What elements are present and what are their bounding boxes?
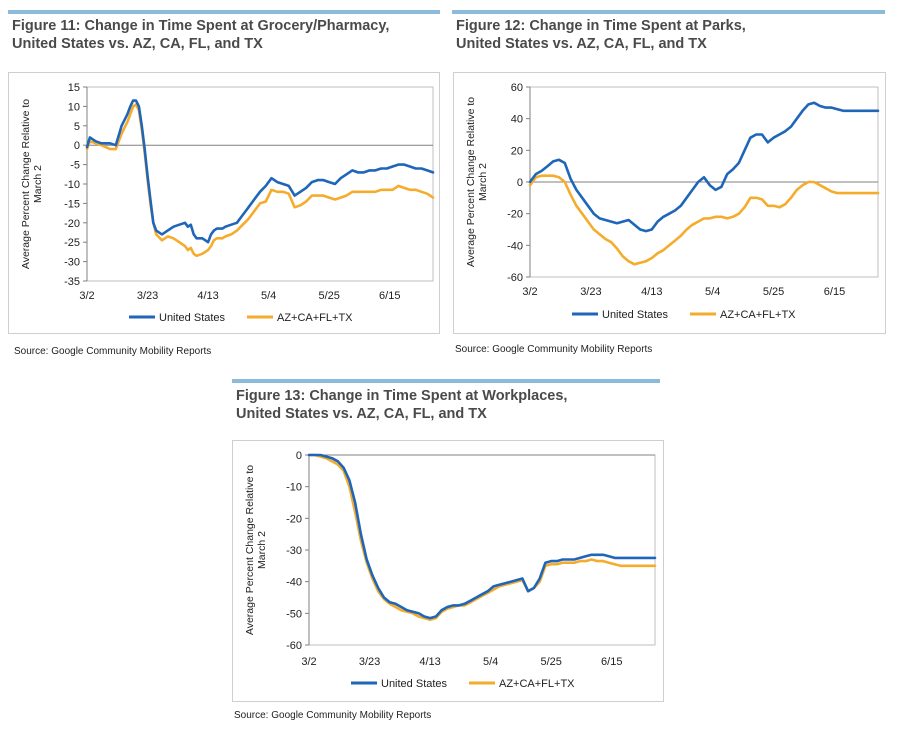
figure-12-title-line2: United States vs. AZ, CA, FL, and TX [456,36,707,52]
legend-label-az-ca-fl-tx: AZ+CA+FL+TX [499,678,575,690]
y-tick-label: -35 [64,276,80,288]
y-tick-label: -20 [64,218,80,230]
y-tick-label: -40 [286,577,302,589]
y-tick-label: -20 [286,513,302,525]
x-tick-label: 4/13 [197,290,218,302]
y-tick-label: 40 [511,114,523,126]
y-tick-label: 20 [511,145,523,157]
y-tick-label: -15 [64,198,80,210]
y-tick-label: -10 [64,179,80,191]
y-axis-title-line1: Average Percent Change Relative to [465,97,477,267]
x-tick-label: 3/23 [137,290,158,302]
series-line-az-ca-fl-tx [528,174,880,266]
y-axis-title-line2: March 2 [477,163,489,201]
y-tick-label: -20 [507,209,523,221]
figure-13-title: Figure 13: Change in Time Spent at Workp… [236,387,567,423]
y-tick-label: 10 [68,101,80,113]
plot-area [308,454,656,646]
figure-13-source: Source: Google Community Mobility Report… [234,710,432,721]
figure-12-title: Figure 12: Change in Time Spent at Parks… [456,17,746,53]
x-tick-label: 6/15 [824,286,845,298]
figure-12-title-line1: Figure 12: Change in Time Spent at Parks… [456,18,746,34]
series-line-united-states [85,99,435,244]
legend-label-united-states: United States [159,312,226,324]
y-axis-title: Average Percent Change Relative to March … [20,99,44,269]
x-tick-label: 3/23 [359,656,380,668]
figure-11-rule [8,10,440,14]
y-tick-label: -60 [507,272,523,284]
y-tick-label: -25 [64,237,80,249]
legend-label-united-states: United States [381,678,448,690]
legend-label-az-ca-fl-tx: AZ+CA+FL+TX [277,312,353,324]
x-tick-label: 3/2 [522,286,537,298]
figure-11-title: Figure 11: Change in Time Spent at Groce… [12,17,389,53]
y-tick-label: 5 [74,121,80,133]
figure-13-title-line2: United States vs. AZ, CA, FL, and TX [236,406,487,422]
x-tick-label: 3/23 [580,286,601,298]
figure-11-source: Source: Google Community Mobility Report… [14,346,212,357]
x-tick-label: 3/2 [301,656,316,668]
figure-11-chart: 15 10 5 0 -5 -10 -15 -20 -25 -30 -35 3/2 3/23 4/13 5/4… [20,82,435,324]
x-tick-label: 6/15 [379,290,400,302]
series-line-united-states [528,101,880,233]
y-axis-title-line2: March 2 [32,165,44,203]
figure-12-rule [452,10,885,14]
y-axis-title: Average Percent Change Relative to March … [244,465,268,635]
figure-13-chart: 0 -10 -20 -30 -40 -50 -60 3/2 3/23 4/13 5/4 5/25 6/1… [244,450,657,690]
y-tick-label: 15 [68,82,80,94]
figure-13-title-line1: Figure 13: Change in Time Spent at Workp… [236,388,568,404]
x-tick-label: 6/15 [601,656,622,668]
y-tick-label: -50 [286,608,302,620]
legend-label-az-ca-fl-tx: AZ+CA+FL+TX [720,309,796,321]
y-tick-label: 60 [511,82,523,94]
y-tick-label: -60 [286,640,302,652]
x-tick-label: 5/4 [261,290,276,302]
figure-12-chart: 60 40 20 0 -20 -40 -60 3/2 3/23 4/13 5/4 5/25 6/15 Av… [465,82,880,321]
figure-13-chart-box: 0 -10 -20 -30 -40 -50 -60 3/2 3/23 4/13 5/4 5/25 6/1… [232,440,664,702]
y-tick-label: -30 [286,545,302,557]
figure-11-title-line2: United States vs. AZ, CA, FL, and TX [12,36,263,52]
x-tick-label: 5/4 [705,286,720,298]
figure-11-title-line1: Figure 11: Change in Time Spent at Groce… [12,18,390,34]
y-tick-label: -40 [507,240,523,252]
x-tick-label: 4/13 [419,656,440,668]
y-tick-label: 0 [296,450,302,462]
legend-label-united-states: United States [602,309,669,321]
figure-12-source: Source: Google Community Mobility Report… [455,344,653,355]
x-tick-label: 3/2 [79,290,94,302]
x-tick-label: 5/25 [763,286,784,298]
y-tick-label: 0 [74,140,80,152]
y-axis-title: Average Percent Change Relative to March … [465,97,489,267]
x-tick-label: 5/4 [483,656,498,668]
x-tick-label: 5/25 [540,656,561,668]
x-tick-label: 4/13 [641,286,662,298]
figure-12-chart-box: 60 40 20 0 -20 -40 -60 3/2 3/23 4/13 5/4 5/25 6/15 Av… [453,72,886,334]
figure-13-rule [232,379,660,383]
y-tick-label: -5 [70,160,80,172]
series-line-az-ca-fl-tx [85,103,435,258]
y-tick-label: 0 [517,177,523,189]
x-tick-label: 5/25 [318,290,339,302]
y-tick-label: -30 [64,257,80,269]
y-tick-label: -10 [286,482,302,494]
series-line-united-states [307,453,657,620]
figure-11-chart-box: 15 10 5 0 -5 -10 -15 -20 -25 -30 -35 3/2 3/23 4/13 5/4… [8,72,440,334]
y-axis-title-line2: March 2 [256,531,268,569]
y-axis-title-line1: Average Percent Change Relative to [244,465,256,635]
y-axis-title-line1: Average Percent Change Relative to [20,99,32,269]
